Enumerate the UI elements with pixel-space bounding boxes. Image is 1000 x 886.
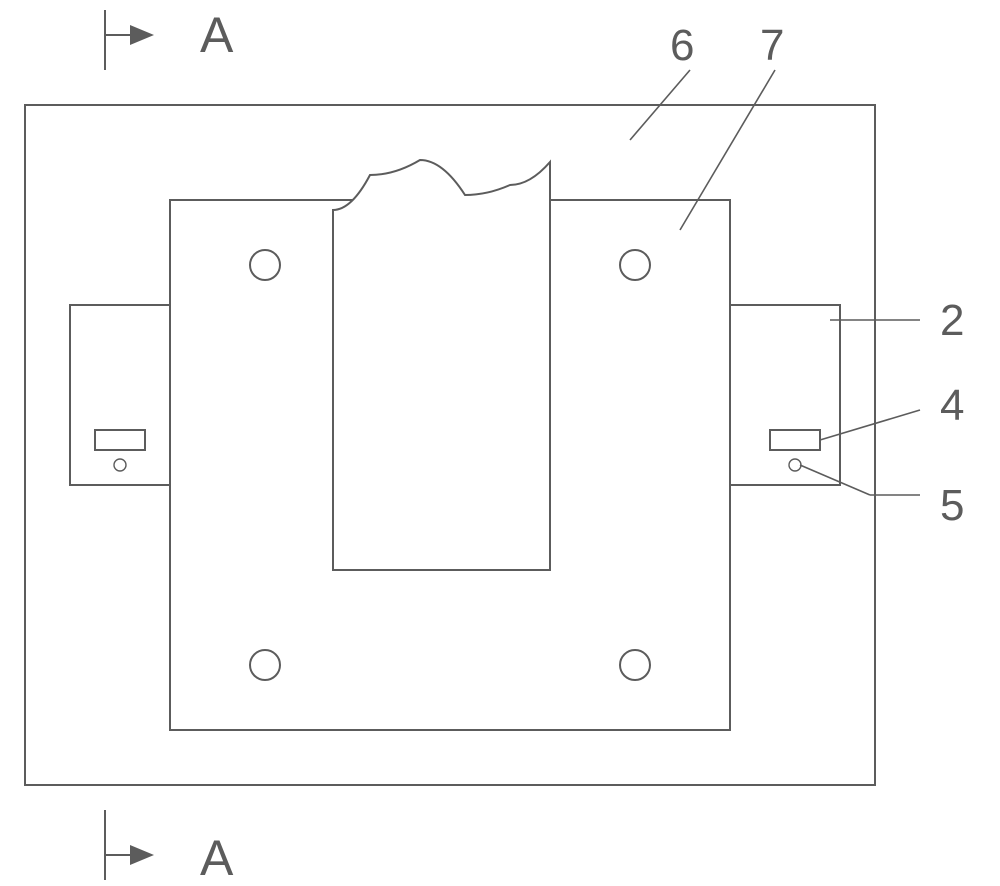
section-label-a-bottom: A (200, 830, 234, 886)
callout-label-2: 2 (940, 296, 964, 345)
section-label-a-top: A (200, 7, 234, 63)
section-indicator-bottom (105, 810, 150, 880)
side-block-right (730, 305, 840, 485)
side-block-left (70, 305, 170, 485)
engineering-diagram: A A 6 7 2 4 5 (0, 0, 1000, 886)
callout-label-5: 5 (940, 481, 964, 530)
section-indicator-top (105, 10, 150, 70)
central-break-shape (333, 160, 550, 570)
callout-label-4: 4 (940, 381, 964, 430)
callout-label-6: 6 (670, 21, 694, 70)
callout-label-7: 7 (760, 21, 784, 70)
